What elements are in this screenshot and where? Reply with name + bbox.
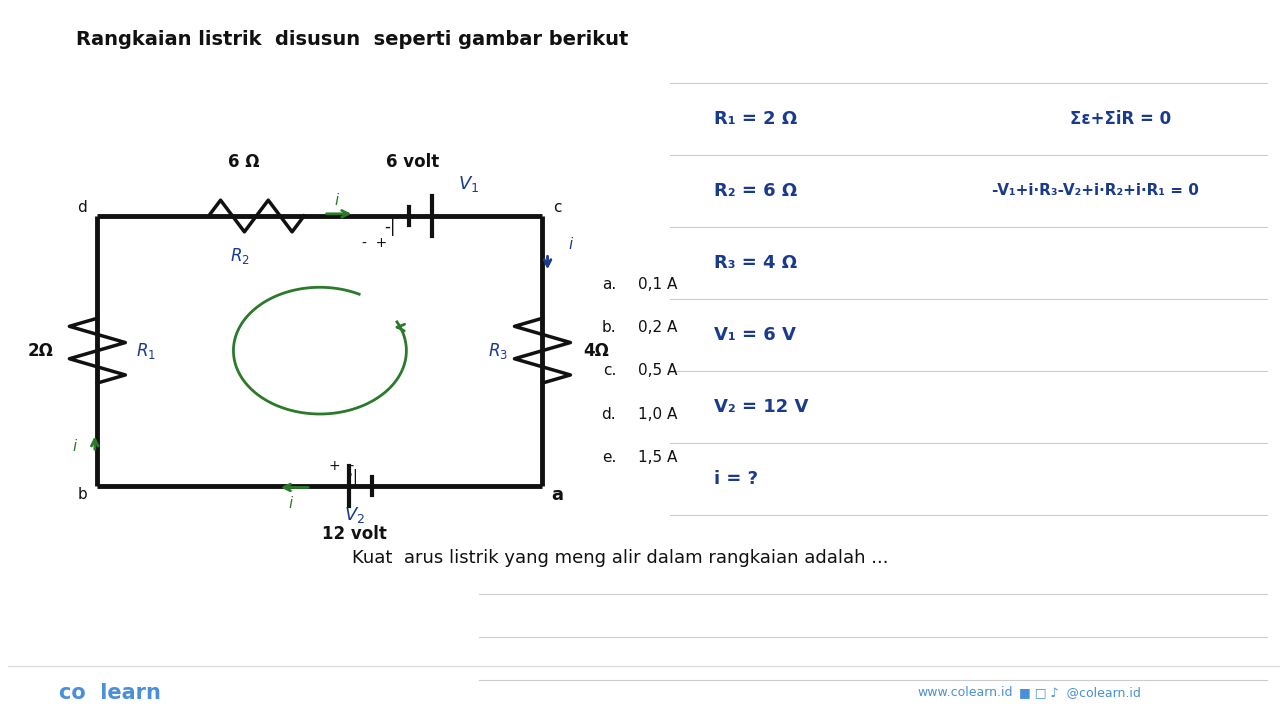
Text: +  -: + - xyxy=(329,459,355,473)
Text: b.: b. xyxy=(602,320,616,335)
Text: Σε+ΣiR = 0: Σε+ΣiR = 0 xyxy=(1070,110,1171,128)
Text: 0,1 A: 0,1 A xyxy=(637,277,677,292)
Text: 0,5 A: 0,5 A xyxy=(637,364,677,378)
Text: i = ?: i = ? xyxy=(714,470,758,488)
Text: 6 Ω: 6 Ω xyxy=(228,153,260,171)
Text: ■ □ ♪  @colearn.id: ■ □ ♪ @colearn.id xyxy=(1019,686,1142,699)
Text: i: i xyxy=(568,238,572,252)
Text: -V₁+i·R₃-V₂+i·R₂+i·R₁ = 0: -V₁+i·R₃-V₂+i·R₂+i·R₁ = 0 xyxy=(992,184,1199,198)
Text: c.: c. xyxy=(603,364,616,378)
Text: d.: d. xyxy=(602,407,616,421)
Text: R₂ = 6 Ω: R₂ = 6 Ω xyxy=(714,182,797,200)
Text: 1,5 A: 1,5 A xyxy=(637,450,677,464)
Text: d: d xyxy=(77,200,87,215)
Text: i: i xyxy=(334,193,338,207)
Text: co  learn: co learn xyxy=(59,683,161,703)
Text: Kuat  arus listrik yang meng alir dalam rangkaian adalah ...: Kuat arus listrik yang meng alir dalam r… xyxy=(352,549,888,567)
Text: V₂ = 12 V: V₂ = 12 V xyxy=(714,398,809,416)
Text: e.: e. xyxy=(602,450,616,464)
Text: Rangkaian listrik  disusun  seperti gambar berikut: Rangkaian listrik disusun seperti gambar… xyxy=(76,30,628,49)
Text: V₁ = 6 V: V₁ = 6 V xyxy=(714,325,796,344)
Text: 2Ω: 2Ω xyxy=(27,342,52,360)
Text: 12 volt: 12 volt xyxy=(321,526,387,544)
Text: 1,0 A: 1,0 A xyxy=(637,407,677,421)
Text: •|: •| xyxy=(344,469,358,485)
Text: a.: a. xyxy=(602,277,616,292)
Text: $R_2$: $R_2$ xyxy=(230,246,250,266)
Text: i: i xyxy=(73,439,77,454)
Text: 0,2 A: 0,2 A xyxy=(637,320,677,335)
Text: $R_3$: $R_3$ xyxy=(488,341,508,361)
Text: 4Ω: 4Ω xyxy=(582,342,609,360)
Text: $V_1$: $V_1$ xyxy=(458,174,479,194)
Text: a: a xyxy=(552,486,563,504)
Text: www.colearn.id: www.colearn.id xyxy=(918,686,1012,699)
Text: R₁ = 2 Ω: R₁ = 2 Ω xyxy=(714,110,797,128)
Text: $V_2$: $V_2$ xyxy=(344,505,365,525)
Text: b: b xyxy=(77,487,87,502)
Text: $R_1$: $R_1$ xyxy=(136,341,156,361)
Text: -  +: - + xyxy=(362,236,388,251)
Text: 6 volt: 6 volt xyxy=(387,153,439,171)
Text: -|: -| xyxy=(384,217,396,236)
Text: i: i xyxy=(288,497,293,511)
Text: R₃ = 4 Ω: R₃ = 4 Ω xyxy=(714,254,797,272)
Text: c: c xyxy=(553,200,562,215)
